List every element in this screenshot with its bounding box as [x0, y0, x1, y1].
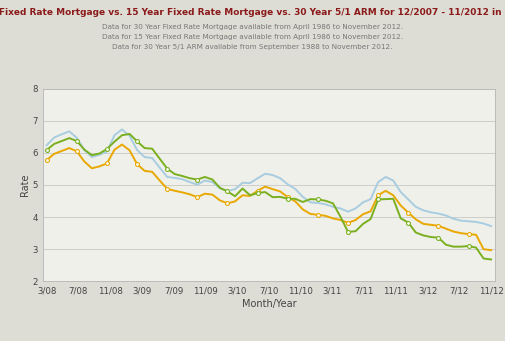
Text: Data for 15 Year Fixed Rate Mortgage available from April 1986 to November 2012.: Data for 15 Year Fixed Rate Mortgage ava… [102, 34, 403, 40]
Y-axis label: Rate: Rate [20, 174, 30, 196]
X-axis label: Month/Year: Month/Year [241, 299, 296, 309]
Text: Data for 30 Year Fixed Rate Mortgage available from April 1986 to November 2012.: Data for 30 Year Fixed Rate Mortgage ava… [102, 24, 403, 30]
Text: Data for 30 Year 5/1 ARM available from September 1988 to November 2012.: Data for 30 Year 5/1 ARM available from … [112, 44, 393, 50]
Text: 30 Year Fixed Rate Mortgage vs. 15 Year Fixed Rate Mortgage vs. 30 Year 5/1 ARM : 30 Year Fixed Rate Mortgage vs. 15 Year … [0, 8, 505, 16]
